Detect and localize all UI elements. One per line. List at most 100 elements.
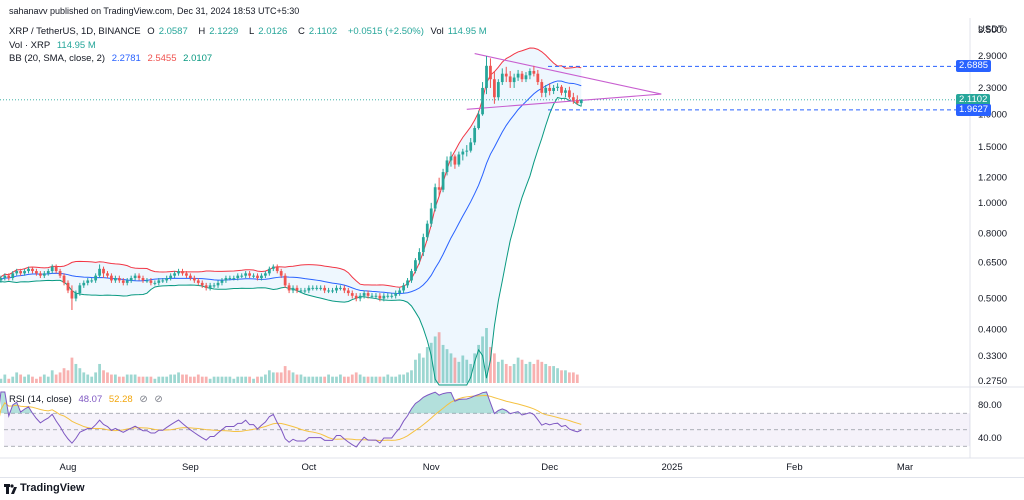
volume-bar xyxy=(244,376,248,383)
candle-body xyxy=(473,128,477,143)
candle-body xyxy=(216,282,220,286)
volume-bar xyxy=(106,372,109,383)
volume-bar xyxy=(465,359,469,383)
candle-body xyxy=(398,290,402,294)
rsi-tick-label: 80.00 xyxy=(978,400,1002,411)
volume-bar xyxy=(240,376,244,383)
price-tag: 1.9627 xyxy=(956,103,992,116)
bollinger-legend[interactable]: BB (20, SMA, close, 2) 2.2781 2.5455 2.0… xyxy=(9,53,216,64)
candle-body xyxy=(113,278,117,281)
symbol-info[interactable]: XRP / TetherUS, 1D, BINANCE xyxy=(9,26,141,37)
ohlc-low: L 2.0126 xyxy=(248,26,288,37)
candle-body xyxy=(58,271,62,276)
candle-body xyxy=(425,223,429,238)
tradingview-logo-icon[interactable] xyxy=(4,483,18,495)
volume-bar xyxy=(504,363,508,383)
volume-bar xyxy=(489,347,492,383)
candle-body xyxy=(264,273,267,276)
volume-bar xyxy=(236,376,240,383)
bollinger-fill xyxy=(0,47,582,385)
candle-body xyxy=(173,273,176,276)
candle-body xyxy=(110,275,113,281)
footer-brand[interactable]: TradingView xyxy=(20,482,85,494)
candle-body xyxy=(86,280,90,283)
price-chart[interactable]: 3.5000 2.9000 2.3000 1.9000 1.5000 1.2000 1.00… xyxy=(0,0,1024,477)
volume-bar xyxy=(7,378,11,383)
candle-body xyxy=(579,99,583,104)
visibility-icon[interactable]: ⊘ xyxy=(139,394,148,405)
candle-body xyxy=(496,82,500,98)
candle-body xyxy=(508,76,512,83)
candle-body xyxy=(421,237,425,253)
candle-body xyxy=(504,73,508,77)
candle-body xyxy=(461,151,465,155)
candle-body xyxy=(414,260,417,272)
candle-body xyxy=(335,287,338,291)
volume-bar xyxy=(350,374,354,383)
candle-body xyxy=(15,271,19,274)
volume-bar xyxy=(279,372,283,383)
volume-bar xyxy=(575,374,579,383)
candle-body xyxy=(386,295,390,297)
candle-body xyxy=(70,290,74,299)
candle-body xyxy=(540,82,544,93)
volume-bar xyxy=(35,378,38,383)
volume-bar xyxy=(425,347,429,383)
visibility-icon[interactable]: ⊘ xyxy=(154,394,163,405)
price-tick-label: 2.3000 xyxy=(978,83,1007,94)
volume-bar xyxy=(98,363,101,383)
candle-body xyxy=(342,287,346,291)
volume-bar xyxy=(149,376,153,383)
candle-body xyxy=(240,275,244,277)
volume-bar xyxy=(493,353,496,383)
volume-legend[interactable]: Vol · XRP 114.95 M xyxy=(9,40,100,51)
candle-body xyxy=(418,252,421,261)
candle-body xyxy=(149,280,153,283)
volume-bar xyxy=(161,376,165,383)
candle-body xyxy=(532,71,536,74)
rsi-overbought-fill xyxy=(0,392,530,414)
price-tick-label: 0.2750 xyxy=(978,376,1007,387)
candle-body xyxy=(469,142,473,151)
candle-body xyxy=(291,287,295,291)
volume-bar xyxy=(342,376,346,383)
candle-body xyxy=(544,87,548,93)
volume-bar xyxy=(418,353,421,383)
volume-bar xyxy=(113,374,117,383)
volume-bar xyxy=(398,374,402,383)
volume-bar xyxy=(86,374,90,383)
volume-bar xyxy=(564,370,567,383)
candle-body xyxy=(524,75,528,80)
candle-body xyxy=(500,73,504,83)
ohlc-close: C 2.1102 xyxy=(297,26,338,37)
time-tick-label: Nov xyxy=(423,462,440,473)
candle-body xyxy=(366,293,370,296)
volume-bar xyxy=(228,376,232,383)
header-volume: Vol 114.95 M xyxy=(430,26,487,37)
volume-bar xyxy=(102,370,105,383)
volume-bar xyxy=(54,374,58,383)
candle-body xyxy=(453,156,457,165)
volume-bar xyxy=(153,378,157,383)
volume-bar xyxy=(410,370,413,383)
rsi-value: 48.07 xyxy=(78,394,103,405)
rsi-legend[interactable]: RSI (14, close) 48.07 52.28 ⊘ ⊘ xyxy=(9,394,167,405)
volume-bar xyxy=(552,366,555,383)
volume-bar xyxy=(27,374,30,383)
candle-body xyxy=(477,114,480,129)
candle-body xyxy=(98,268,101,276)
candle-body xyxy=(552,87,555,91)
volume-bar xyxy=(0,378,3,383)
volume-bar xyxy=(15,372,19,383)
volume-bar xyxy=(473,353,477,383)
volume-bar xyxy=(42,374,46,383)
candle-body xyxy=(133,275,137,279)
volume-bar xyxy=(74,363,78,383)
volume-bar xyxy=(307,376,311,383)
time-tick-label: 2025 xyxy=(661,462,682,473)
candle-body xyxy=(129,278,133,281)
currency-label[interactable]: USDT xyxy=(978,24,1004,35)
time-tick-label: Aug xyxy=(60,462,77,473)
volume-bar xyxy=(500,359,504,383)
volume-bar xyxy=(327,374,330,383)
